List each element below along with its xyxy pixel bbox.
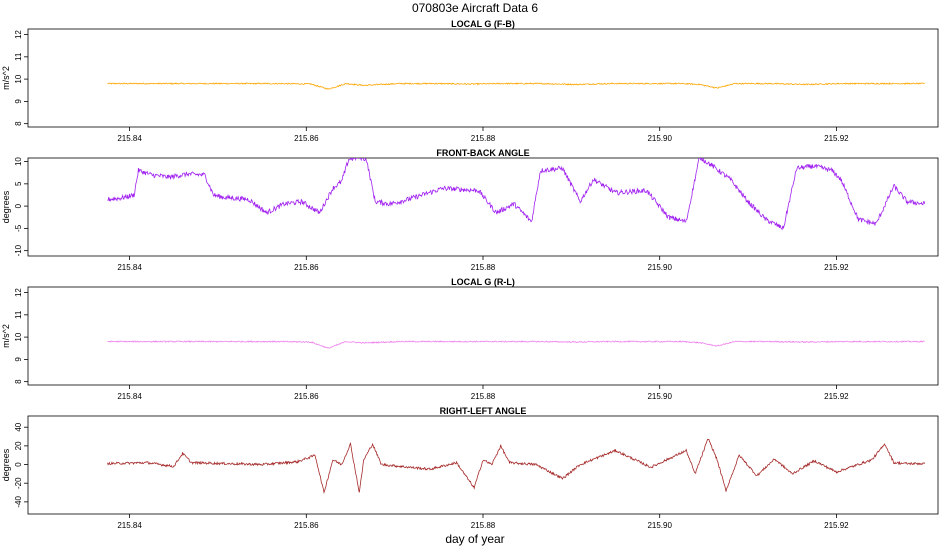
series-line-1 [107,340,925,349]
y-tick-label: -40 [14,496,23,508]
x-tick-label: 215.84 [117,134,142,143]
x-tick-label: 215.86 [294,134,319,143]
series-line-1 [107,158,926,231]
y-tick-label: 11 [14,52,23,61]
x-tick-label: 215.92 [824,521,849,530]
x-tick-label: 215.90 [647,521,672,530]
y-tick-label: -20 [14,477,23,489]
x-tick-label: 215.90 [647,392,672,401]
plot-frame [27,286,939,386]
x-tick-label: 215.86 [294,263,319,272]
x-tick-label: 215.88 [471,263,496,272]
x-tick-label: 215.92 [824,134,849,143]
y-tick-label: 10 [14,332,23,341]
y-axis-label: degrees [1,448,11,481]
y-tick-label: 11 [14,310,23,319]
plot-frame [27,28,939,128]
panel-title: RIGHT-LEFT ANGLE [440,406,527,416]
y-axis-label: m/s^2 [1,324,11,348]
y-tick-label: 8 [14,379,23,384]
series-line-1 [107,438,926,495]
panel-2: FRONT-BACK ANGLE degrees 215.84 215.86 215.8… [1,148,939,272]
figure-title: 070803e Aircraft Data 6 [412,1,538,15]
y-tick-label: -10 [14,244,23,256]
x-tick-label: 215.88 [471,392,496,401]
x-tick-label: 215.84 [117,521,142,530]
panel-1: LOCAL G (F-B) m/s^2 215.84 215.86 215.88 215.… [1,19,939,143]
y-tick-label: 0 [14,203,23,208]
y-tick-label: 10 [14,157,23,166]
x-tick-label: 215.90 [647,263,672,272]
y-tick-label: 9 [14,99,23,104]
y-tick-label: 0 [14,462,23,467]
y-tick-label: 10 [14,74,23,83]
y-tick-label: 8 [14,121,23,126]
x-tick-label: 215.84 [117,263,142,272]
y-axis-label: m/s^2 [1,66,11,90]
y-tick-label: 40 [14,422,23,431]
y-tick-label: 9 [14,357,23,362]
panel-title: LOCAL G (R-L) [451,277,515,287]
x-tick-label: 215.86 [294,521,319,530]
plot-frame [27,157,939,257]
y-tick-label: 12 [14,288,23,297]
x-tick-label: 215.84 [117,392,142,401]
series-line-1 [107,82,925,90]
panel-3: LOCAL G (R-L) m/s^2 215.84 215.86 215.88 215.… [1,277,939,401]
x-tick-label: 215.86 [294,392,319,401]
y-axis-label: degrees [1,190,11,223]
panel-title: LOCAL G (F-B) [451,19,515,29]
y-tick-label: -5 [14,224,23,232]
x-tick-label: 215.92 [824,392,849,401]
chart-panels: LOCAL G (F-B) m/s^2 215.84 215.86 215.88 215.… [1,19,939,530]
y-tick-label: 20 [14,441,23,450]
panel-4: RIGHT-LEFT ANGLE degrees 215.84 215.86 215.8… [1,406,939,530]
x-tick-label: 215.92 [824,263,849,272]
panel-title: FRONT-BACK ANGLE [436,148,529,158]
x-tick-label: 215.88 [471,134,496,143]
x-tick-label: 215.88 [471,521,496,530]
plot-frame [27,415,939,515]
y-tick-label: 12 [14,30,23,39]
y-tick-label: 5 [14,181,23,186]
x-tick-label: 215.90 [647,134,672,143]
x-axis-label: day of year [445,532,504,546]
